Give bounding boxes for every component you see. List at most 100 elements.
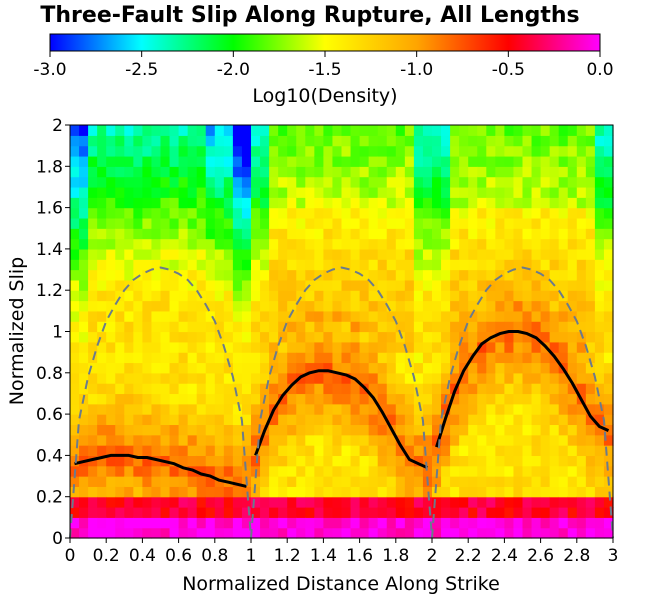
heatmap-cell [540, 362, 551, 374]
heatmap-cell [241, 331, 252, 343]
heatmap-cell [205, 300, 216, 312]
heatmap-cell [160, 383, 171, 395]
heatmap-cell [332, 217, 343, 229]
heatmap-cell [278, 248, 288, 260]
heatmap-cell [305, 393, 315, 405]
heatmap-cell [232, 486, 243, 498]
heatmap-cell [368, 331, 379, 343]
heatmap-cell [350, 465, 361, 477]
heatmap-cell [432, 383, 442, 395]
heatmap-cell [477, 403, 487, 415]
heatmap-cell [477, 290, 487, 302]
heatmap-cell [413, 166, 424, 178]
heatmap-cell [305, 238, 315, 250]
heatmap-cell [486, 238, 496, 250]
heatmap-cell [404, 414, 415, 426]
heatmap-cell [441, 424, 451, 436]
heatmap-cell [459, 290, 469, 302]
heatmap-cell [495, 486, 505, 498]
heatmap-cell [495, 341, 505, 353]
heatmap-cell [70, 321, 80, 333]
heatmap-cell [124, 197, 134, 209]
heatmap-cell [124, 145, 134, 157]
heatmap-cell [386, 166, 397, 178]
heatmap-cell [432, 331, 442, 343]
heatmap-cell [459, 403, 469, 415]
heatmap-cell [549, 248, 560, 260]
heatmap-cell [196, 424, 207, 436]
heatmap-cell [504, 155, 515, 167]
heatmap-cell [223, 259, 234, 271]
heatmap-cell [413, 455, 424, 467]
heatmap-cell [522, 238, 533, 250]
heatmap-cell [133, 424, 143, 436]
curves [69, 266, 614, 539]
heatmap-cell [576, 445, 587, 456]
heatmap-cell [214, 310, 225, 322]
heatmap-cell [287, 197, 297, 209]
heatmap-cell [142, 176, 153, 188]
heatmap-cell [151, 155, 162, 167]
heatmap-cell [169, 269, 180, 281]
x-tick-label: 2.4 [491, 546, 518, 566]
heatmap-cell [187, 217, 198, 229]
heatmap-cell [450, 424, 460, 436]
y-tick-label: 1.4 [36, 240, 63, 260]
heatmap-cell [160, 125, 171, 136]
heatmap-cell [513, 300, 524, 312]
heatmap-cell [576, 372, 587, 384]
heatmap-cell [133, 290, 143, 302]
heatmap-cell [468, 300, 478, 312]
heatmap-cell [79, 476, 89, 487]
heatmap-cell [251, 248, 261, 260]
heatmap-cell [269, 135, 279, 147]
heatmap-cell [287, 341, 297, 353]
heatmap-cell [603, 197, 614, 209]
heatmap-cell [223, 269, 234, 281]
heatmap-cell [323, 414, 334, 426]
heatmap-cell [603, 414, 614, 426]
heatmap-cell [549, 455, 560, 467]
heatmap-cell [232, 290, 243, 302]
heatmap-cell [558, 476, 569, 487]
heatmap-cell [169, 228, 180, 240]
heatmap-cell [241, 362, 252, 374]
heatmap-cell [504, 414, 515, 426]
heatmap-cell [359, 341, 370, 353]
heatmap-cell [223, 197, 234, 209]
heatmap-cell [377, 486, 388, 498]
x-tick-label: 1.2 [274, 546, 301, 566]
heatmap-cell [522, 331, 533, 343]
heatmap-cell [594, 496, 605, 508]
heatmap-cell [241, 507, 252, 518]
heatmap-cell [468, 372, 478, 384]
heatmap-cell [432, 166, 442, 178]
heatmap-cell [251, 259, 261, 271]
heatmap-cell [269, 186, 279, 198]
heatmap-cell [540, 197, 551, 209]
heatmap-cell [486, 507, 496, 518]
heatmap-cell [70, 414, 80, 426]
heatmap-cell [160, 145, 171, 157]
heatmap-cell [504, 176, 515, 188]
heatmap-cell [341, 197, 352, 209]
heatmap-cell [187, 259, 198, 271]
heatmap-cell [567, 352, 578, 364]
heatmap-cell [106, 155, 116, 167]
heatmap-cell [232, 155, 243, 167]
heatmap-cell [323, 145, 334, 157]
heatmap-cell [341, 125, 352, 136]
heatmap-cell [160, 424, 171, 436]
dashed-curve-segment-1 [69, 266, 252, 539]
heatmap-cell [323, 135, 334, 147]
heatmap-cell [377, 155, 388, 167]
heatmap-cell [386, 341, 397, 353]
heatmap-cell [187, 507, 198, 518]
heatmap-cell [450, 186, 460, 198]
heatmap-cell [151, 465, 162, 477]
heatmap-cell [223, 486, 234, 498]
heatmap-cell [124, 310, 134, 322]
heatmap-cell [567, 238, 578, 250]
heatmap-cell [151, 434, 162, 446]
heatmap-cell [585, 414, 596, 426]
